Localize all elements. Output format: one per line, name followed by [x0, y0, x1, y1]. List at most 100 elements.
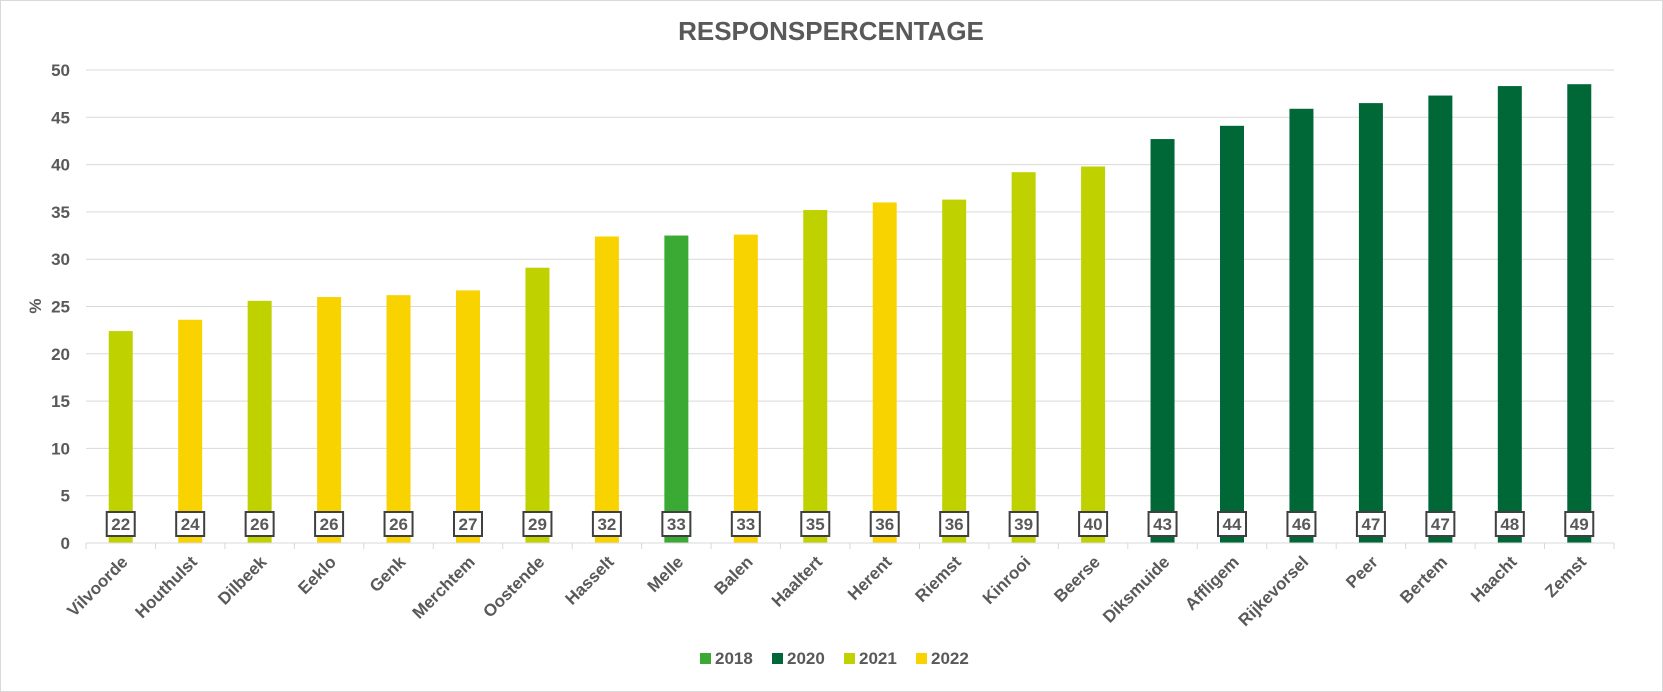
x-tick-peer: Peer — [1342, 552, 1382, 592]
data-label-rijkevorsel: 46 — [1292, 515, 1311, 534]
data-label-box — [1286, 511, 1317, 537]
legend-swatch-2022 — [916, 653, 927, 664]
data-label-diksmuide: 43 — [1153, 515, 1172, 534]
legend-label-2021: 2021 — [859, 649, 897, 668]
bar-zemst — [1567, 84, 1592, 543]
y-tick-40: 40 — [51, 156, 70, 175]
data-label-box — [1078, 511, 1109, 537]
data-label-dilbeek: 26 — [250, 515, 269, 534]
bar-peer — [1358, 103, 1383, 544]
data-label-box — [939, 511, 970, 537]
bar-eeklo — [317, 297, 342, 543]
x-tick-zemst: Zemst — [1541, 552, 1590, 601]
bar-houthulst — [178, 319, 203, 543]
legend-label-2022: 2022 — [931, 649, 969, 668]
bar-bertem — [1428, 95, 1453, 544]
gridlines — [86, 69, 1614, 497]
data-label-genk: 26 — [389, 515, 408, 534]
data-label-box — [1008, 511, 1039, 537]
data-label-affligem: 44 — [1223, 515, 1242, 534]
data-label-box — [1564, 511, 1595, 537]
x-tick-affligem: Affligem — [1181, 552, 1243, 614]
data-label-bertem: 47 — [1431, 515, 1450, 534]
data-label-herent: 36 — [875, 515, 894, 534]
x-tick-eeklo: Eeklo — [294, 552, 340, 598]
x-tick-balen: Balen — [710, 552, 756, 598]
data-label-box — [1355, 511, 1386, 537]
x-tick-dilbeek: Dilbeek — [214, 552, 271, 609]
legend-label-2018: 2018 — [715, 649, 753, 668]
y-tick-20: 20 — [51, 345, 70, 364]
data-label-peer: 47 — [1361, 515, 1380, 534]
data-label-box — [661, 511, 692, 537]
bars — [108, 84, 1592, 544]
bar-dilbeek — [247, 300, 272, 543]
data-label-vilvoorde: 22 — [111, 515, 130, 534]
bar-herent — [872, 202, 897, 543]
data-label-box — [1217, 511, 1247, 537]
x-tick-labels: Vilvoorde Houthulst Dilbeek Eeklo Genk Mercht… — [64, 543, 1615, 630]
bar-diksmuide — [1150, 139, 1175, 544]
bar-merchtem — [456, 290, 480, 543]
y-tick-45: 45 — [51, 108, 70, 127]
bar-kinrooi — [1011, 172, 1036, 543]
data-label-box — [244, 511, 275, 537]
x-tick-diksmuide: Diksmuide — [1099, 552, 1173, 626]
bar-haaltert — [803, 210, 828, 543]
bar-beerse — [1081, 166, 1106, 543]
x-tick-vilvoorde: Vilvoorde — [64, 552, 132, 620]
data-label-box — [314, 511, 345, 537]
data-label-box — [591, 511, 622, 537]
data-label-box — [383, 511, 414, 537]
data-label-box — [1147, 511, 1178, 537]
data-label-box — [800, 511, 831, 537]
x-tick-riemst: Riemst — [911, 552, 965, 606]
data-label-balen: 33 — [736, 515, 755, 534]
chart-title: RESPONSPERCENTAGE — [678, 16, 984, 46]
legend-swatch-2020 — [772, 653, 783, 664]
data-label-riemst: 36 — [945, 515, 964, 534]
x-tick-herent: Herent — [844, 552, 896, 604]
data-label-houthulst: 24 — [181, 515, 200, 534]
bar-oostende — [525, 267, 550, 543]
bar-genk — [386, 295, 411, 543]
data-label-box — [1425, 511, 1456, 537]
y-tick-0: 0 — [61, 534, 70, 553]
data-label-box — [522, 511, 553, 537]
bar-rijkevorsel — [1289, 108, 1314, 543]
data-label-haacht: 48 — [1500, 515, 1519, 534]
data-label-box — [869, 511, 900, 537]
bar-melle — [664, 235, 689, 544]
data-label-zemst: 49 — [1570, 515, 1589, 534]
data-label-hasselt: 32 — [597, 515, 616, 534]
x-tick-merchtem: Merchtem — [409, 552, 479, 622]
y-tick-5: 5 — [61, 487, 70, 506]
x-tick-kinrooi: Kinrooi — [979, 552, 1035, 608]
legend: 2018 2020 2021 2022 — [700, 649, 969, 668]
x-tick-houthulst: Houthulst — [131, 552, 201, 622]
x-tick-melle: Melle — [644, 552, 688, 596]
x-tick-oostende: Oostende — [479, 552, 548, 621]
y-tick-labels: 0 5 10 15 20 25 30 35 40 45 50 — [51, 61, 70, 553]
bar-vilvoorde — [108, 331, 133, 543]
x-tick-bertem: Bertem — [1396, 552, 1451, 607]
x-tick-beerse: Beerse — [1050, 552, 1104, 606]
x-tick-genk: Genk — [366, 552, 410, 596]
data-label-box — [175, 511, 206, 537]
data-label-beerse: 40 — [1084, 515, 1103, 534]
data-label-box — [453, 511, 483, 537]
y-axis-label: % — [26, 298, 45, 313]
data-label-kinrooi: 39 — [1014, 515, 1033, 534]
data-label-merchtem: 27 — [459, 515, 478, 534]
data-labels: 22 24 26 26 26 27 29 32 33 33 35 36 36 39 40 43 44 46 47 47… — [105, 511, 1595, 537]
x-tick-haaltert: Haaltert — [768, 552, 826, 610]
y-tick-35: 35 — [51, 203, 70, 222]
y-tick-15: 15 — [51, 392, 70, 411]
legend-swatch-2018 — [700, 653, 711, 664]
y-tick-30: 30 — [51, 250, 70, 269]
data-label-eeklo: 26 — [320, 515, 339, 534]
data-label-haaltert: 35 — [806, 515, 825, 534]
x-tick-haacht: Haacht — [1467, 552, 1521, 606]
